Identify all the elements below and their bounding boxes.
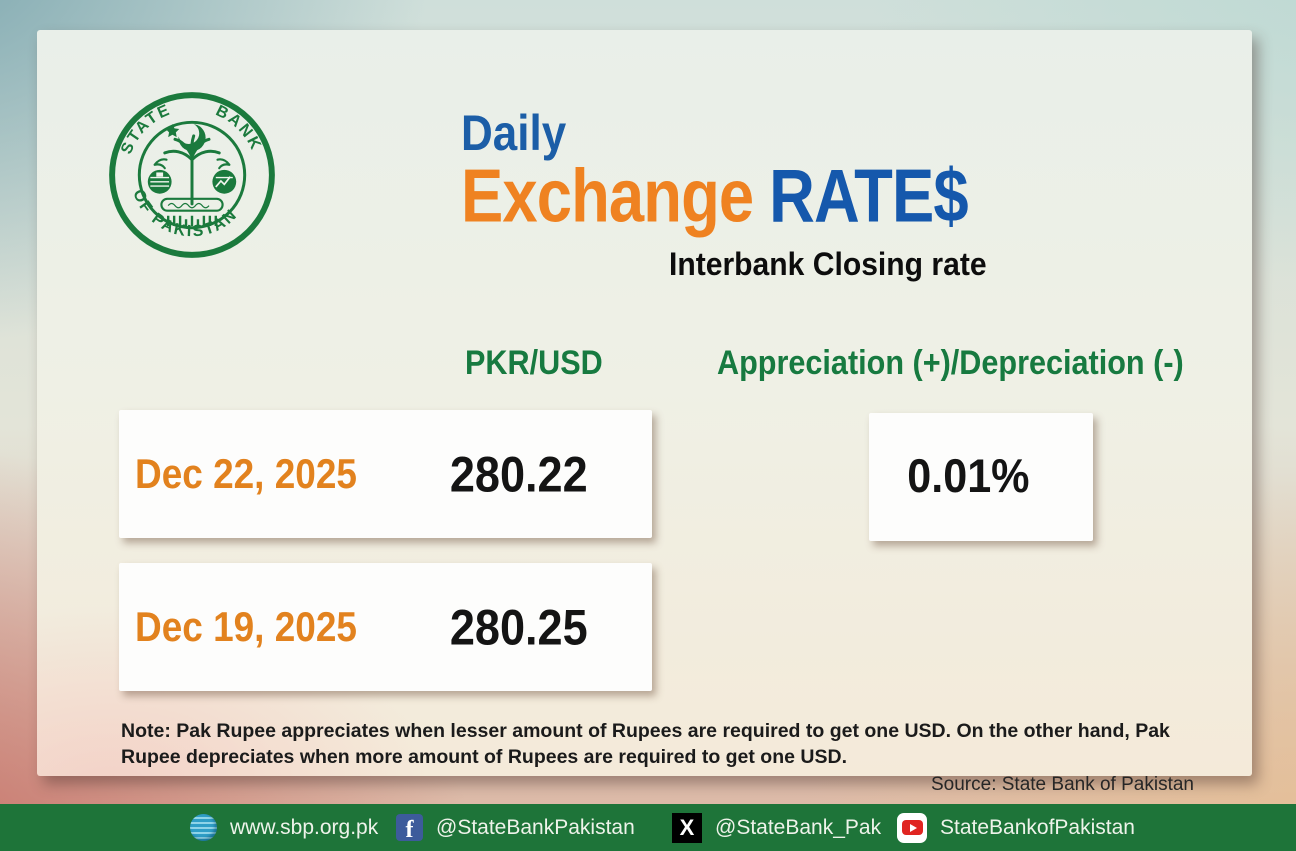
logo-banner	[160, 197, 224, 212]
rate-date: Dec 19, 2025	[135, 603, 357, 650]
facebook-handle: @StateBankPakistan	[436, 815, 635, 839]
x-twitter-icon: X	[672, 812, 702, 843]
footer-bar: www.sbp.org.pk f @StateBankPakistan X @S…	[0, 804, 1296, 851]
sbp-logo: STATE BANK OF PAKISTAN	[109, 92, 275, 258]
footer-facebook[interactable]: f @StateBankPakistan	[396, 804, 635, 851]
footer-website[interactable]: www.sbp.org.pk	[190, 804, 378, 851]
title-daily: Daily	[461, 105, 567, 161]
rate-date: Dec 22, 2025	[135, 450, 357, 497]
logo-medallions	[147, 169, 237, 194]
logo-outer-ring	[109, 92, 275, 258]
subtitle-interbank: Interbank Closing rate	[669, 246, 987, 282]
globe-icon	[190, 814, 217, 841]
youtube-play-button	[901, 820, 923, 835]
website-url: www.sbp.org.pk	[230, 815, 379, 839]
logo-arc-text-bottom: OF PAKISTAN	[129, 161, 260, 240]
footer-youtube[interactable]: StateBankofPakistan	[897, 804, 1135, 851]
palm-tree-icon	[153, 134, 231, 206]
column-header-pkr-usd: PKR/USD	[465, 344, 603, 382]
facebook-icon: f	[396, 814, 423, 841]
rate-value: 280.22	[450, 445, 588, 503]
main-card: STATE BANK OF PAKISTAN	[37, 30, 1252, 795]
x-handle: @StateBank_Pak	[715, 815, 882, 839]
title-exchange: Exchange	[461, 155, 754, 239]
title-main: Exchange RATE$	[461, 154, 969, 239]
youtube-icon	[897, 812, 927, 843]
footer-x-twitter[interactable]: X @StateBank_Pak	[672, 804, 881, 851]
rate-value: 280.25	[450, 598, 588, 656]
note-text: Note: Pak Rupee appreciates when lesser …	[121, 720, 1170, 768]
change-card: 0.01%	[869, 413, 1093, 541]
source-text: Source: State Bank of Pakistan	[931, 774, 1194, 795]
logo-railing	[167, 215, 217, 226]
title-rates: RATE$	[769, 155, 968, 239]
play-triangle-icon	[909, 823, 917, 832]
rate-row-dec-22: Dec 22, 2025 280.22	[119, 410, 652, 538]
youtube-handle: StateBankofPakistan	[940, 815, 1135, 839]
rate-row-dec-19: Dec 19, 2025 280.25	[119, 563, 652, 691]
change-value: 0.01%	[906, 450, 1030, 503]
column-header-appreciation-depreciation: Appreciation (+)/Depreciation (-)	[717, 344, 1184, 382]
logo-inner-ring	[137, 120, 247, 230]
